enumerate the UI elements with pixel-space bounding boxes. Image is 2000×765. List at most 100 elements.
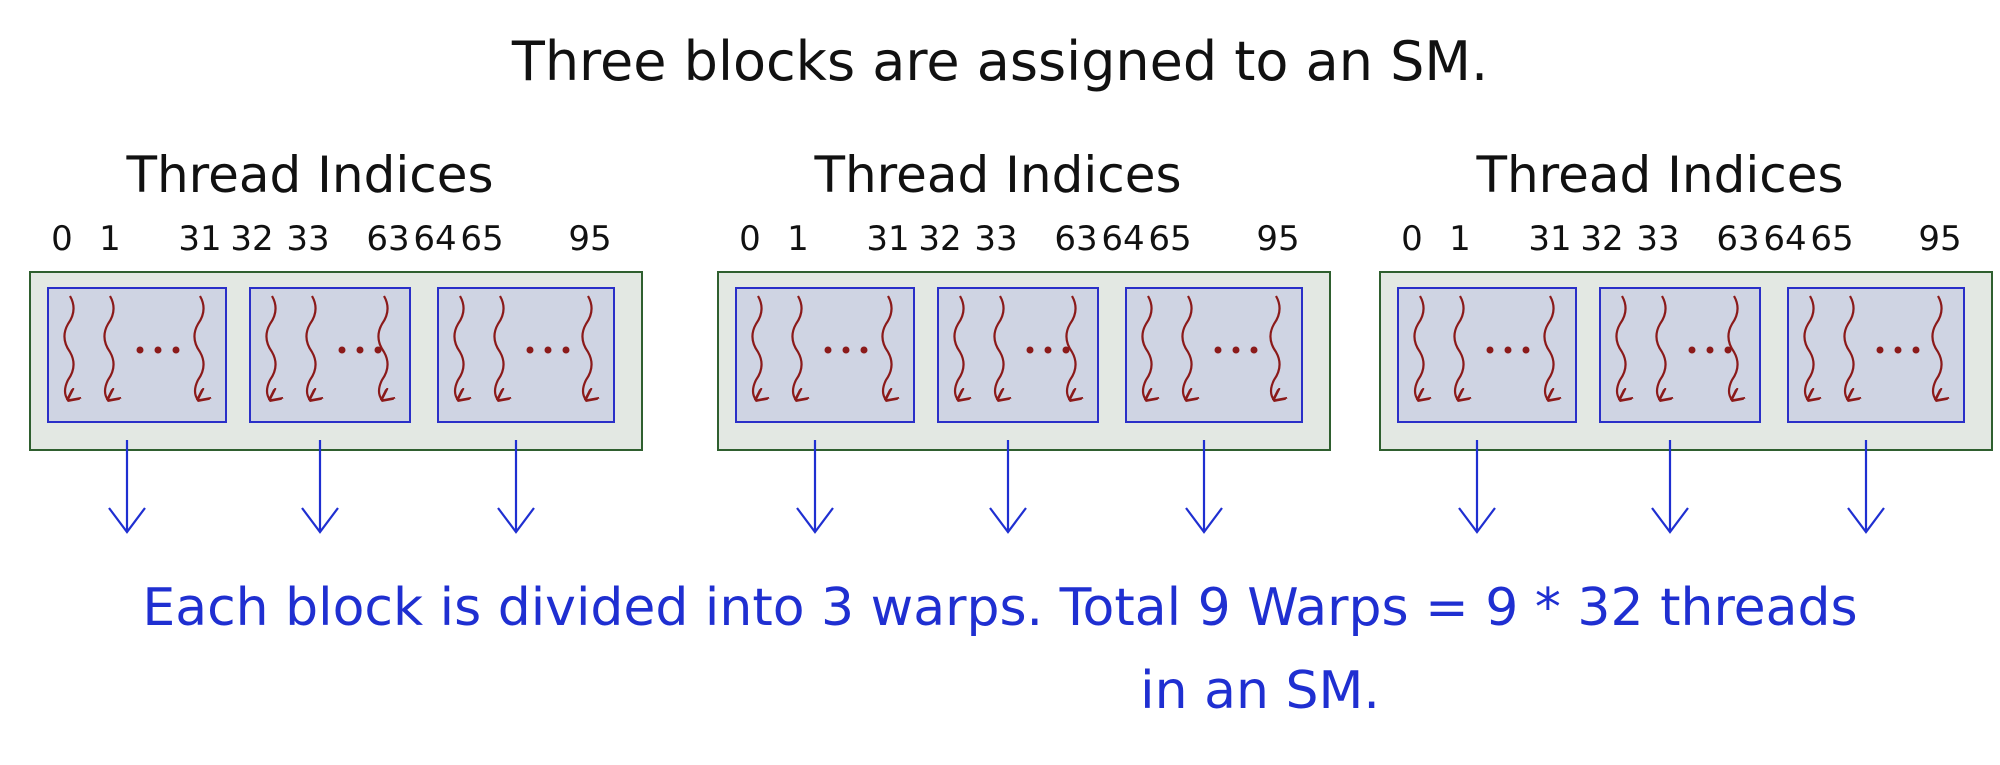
warp-3 [1125, 287, 1303, 534]
warp-1 [1397, 287, 1577, 534]
thread-index-label: 33 [286, 219, 329, 259]
thread-arrow [1453, 295, 1463, 400]
ellipsis-dot [1522, 346, 1530, 354]
thread-arrow [1141, 295, 1151, 400]
thread-arrow [1727, 295, 1737, 400]
thread-arrow [1615, 295, 1625, 400]
ellipsis-dot [1044, 346, 1052, 354]
thread-arrow [305, 295, 315, 400]
ellipsis-dot [1688, 346, 1696, 354]
warp-down-arrowhead [1651, 507, 1689, 534]
ellipsis-dot [1486, 346, 1494, 354]
thread-arrow [581, 295, 591, 400]
warp-down-arrowhead [301, 507, 339, 534]
warp-down-arrowhead [796, 507, 834, 534]
ellipsis-dot [824, 346, 832, 354]
diagram-title: Three blocks are assigned to an SM. [511, 30, 1488, 93]
ellipsis-dot [356, 346, 364, 354]
thread-index-label: 65 [1148, 219, 1191, 259]
thread-index-label: 33 [974, 219, 1017, 259]
ellipsis-dot [842, 346, 850, 354]
ellipsis-dot [1250, 346, 1258, 354]
warp-down-arrowhead [497, 507, 535, 534]
ellipsis-dot [1026, 346, 1034, 354]
thread-index-label: 33 [1636, 219, 1679, 259]
thread-index-label: 63 [1054, 219, 1097, 259]
thread-arrow [63, 295, 73, 400]
thread-arrow [1269, 295, 1279, 400]
ellipsis-dot [544, 346, 552, 354]
warp-down-arrowhead [1847, 507, 1885, 534]
warp-3 [1787, 287, 1965, 534]
thread-arrow [453, 295, 463, 400]
thread-index-label: 63 [1716, 219, 1759, 259]
thread-index-label: 32 [1580, 219, 1623, 259]
thread-index-label: 31 [1528, 219, 1571, 259]
warp-down-arrowhead [1458, 507, 1496, 534]
thread-arrow [377, 295, 387, 400]
thread-arrow [493, 295, 503, 400]
ellipsis-dot [526, 346, 534, 354]
ellipsis-dot [374, 346, 382, 354]
thread-index-label: 0 [1401, 219, 1423, 259]
thread-index-label: 32 [230, 219, 273, 259]
thread-index-label: 1 [787, 219, 809, 259]
thread-arrow [881, 295, 891, 400]
thread-block-1: Thread Indices 0 1 31 32 33 63 64 65 95 [29, 146, 643, 534]
thread-index-label: 95 [568, 219, 611, 259]
warp-down-arrowhead [1185, 507, 1223, 534]
thread-arrow [751, 295, 761, 400]
thread-arrow [1931, 295, 1941, 400]
thread-index-label: 64 [1101, 219, 1144, 259]
warp-down-arrowhead [989, 507, 1027, 534]
warp-2 [249, 287, 411, 534]
thread-index-label: 64 [1763, 219, 1806, 259]
thread-arrow [953, 295, 963, 400]
ellipsis-dot [338, 346, 346, 354]
warp-box [1397, 287, 1577, 423]
thread-index-label: 95 [1918, 219, 1961, 259]
ellipsis-dot [1214, 346, 1222, 354]
ellipsis-dot [172, 346, 180, 354]
warp-box [735, 287, 915, 423]
thread-index-label: 31 [866, 219, 909, 259]
warp-1 [735, 287, 915, 534]
ellipsis-dot [136, 346, 144, 354]
thread-arrow [1413, 295, 1423, 400]
thread-index-label: 31 [178, 219, 221, 259]
thread-arrow [103, 295, 113, 400]
thread-block-2: Thread Indices 0 1 31 32 33 63 64 65 95 [717, 146, 1331, 534]
thread-arrow [791, 295, 801, 400]
ellipsis-dot [562, 346, 570, 354]
thread-index-label: 1 [99, 219, 121, 259]
thread-index-label: 63 [366, 219, 409, 259]
thread-indices-header: Thread Indices [1475, 146, 1843, 204]
thread-indices-header: Thread Indices [125, 146, 493, 204]
ellipsis-dot [1724, 346, 1732, 354]
thread-arrow [265, 295, 275, 400]
ellipsis-dot [1706, 346, 1714, 354]
thread-index-label: 64 [413, 219, 456, 259]
thread-index-label: 65 [460, 219, 503, 259]
ellipsis-dot [1232, 346, 1240, 354]
ellipsis-dot [1504, 346, 1512, 354]
thread-block-3: Thread Indices 0 1 31 32 33 63 64 65 95 [1379, 146, 1993, 534]
thread-index-label: 32 [918, 219, 961, 259]
thread-arrow [193, 295, 203, 400]
thread-arrow [1181, 295, 1191, 400]
thread-index-label: 0 [739, 219, 761, 259]
thread-arrow [993, 295, 1003, 400]
warp-box [47, 287, 227, 423]
ellipsis-dot [1876, 346, 1884, 354]
caption-line-2: in an SM. [1140, 661, 1380, 721]
ellipsis-dot [1062, 346, 1070, 354]
ellipsis-dot [860, 346, 868, 354]
warp-2 [1599, 287, 1761, 534]
ellipsis-dot [154, 346, 162, 354]
thread-index-label: 95 [1256, 219, 1299, 259]
thread-arrow [1843, 295, 1853, 400]
thread-index-label: 65 [1810, 219, 1853, 259]
thread-arrow [1065, 295, 1075, 400]
